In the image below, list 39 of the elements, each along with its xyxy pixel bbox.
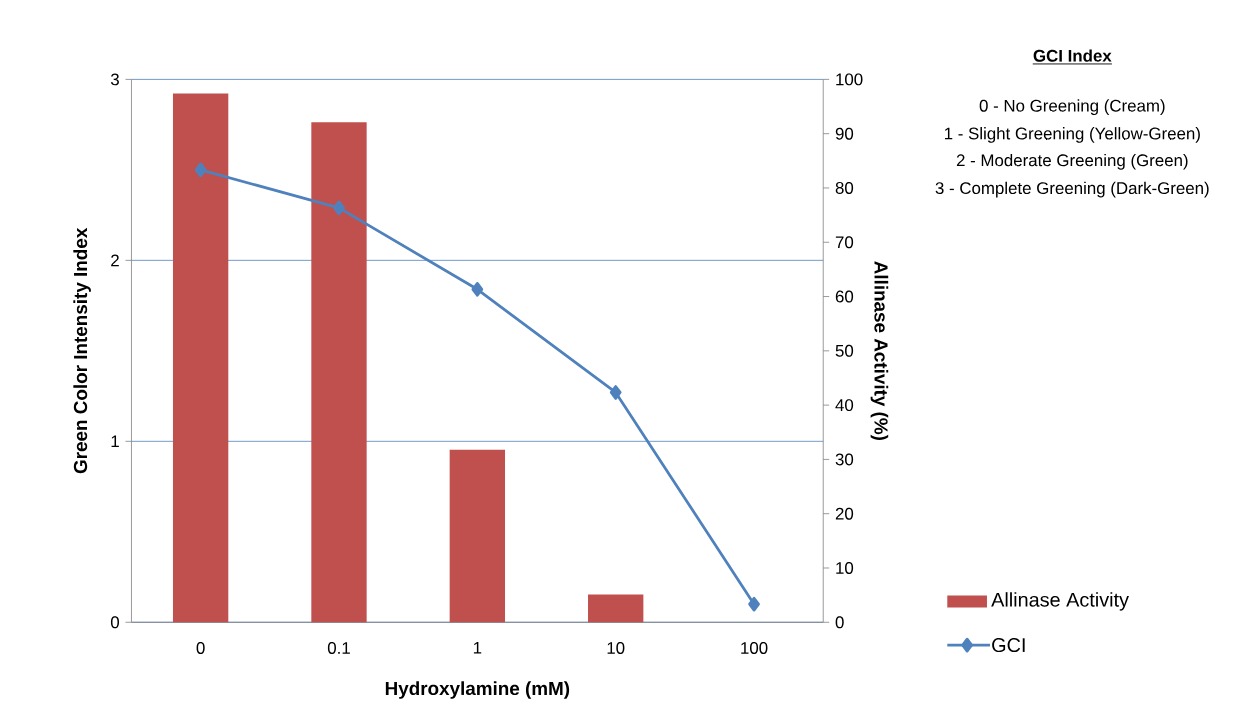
y2-tick-label: 10 bbox=[836, 562, 854, 575]
point bbox=[471, 282, 484, 297]
y2-tick-label: 80 bbox=[835, 182, 854, 195]
y2-tick-label: 40 bbox=[835, 399, 854, 412]
point bbox=[748, 597, 760, 612]
y2-tick-label: 0 bbox=[835, 616, 844, 629]
bar bbox=[172, 93, 229, 623]
y2-tick-label: 30 bbox=[835, 453, 854, 466]
x-tick-label: 0 bbox=[196, 642, 205, 655]
y2-tick-label: 20 bbox=[835, 507, 854, 520]
text: 1 - Slight Greening (Yellow-Green) bbox=[944, 127, 1200, 144]
legend-label: GCI bbox=[992, 638, 1025, 653]
x-tick-label: 100 bbox=[741, 642, 768, 655]
y-tick-label: 1 bbox=[111, 435, 119, 448]
y2-axis-title: Allinase Activity (%) bbox=[870, 261, 889, 441]
point bbox=[194, 162, 207, 178]
y-tick-label: 2 bbox=[111, 254, 119, 267]
text: 2 - Moderate Greening (Green) bbox=[956, 154, 1188, 170]
y2-tick-label: 100 bbox=[836, 73, 863, 86]
point bbox=[333, 200, 345, 216]
text: 3 - Complete Greening (Dark-Green) bbox=[935, 181, 1209, 198]
text: GCI Index bbox=[1033, 49, 1112, 62]
point bbox=[609, 385, 622, 400]
y2-tick-label: 90 bbox=[835, 127, 854, 140]
y-tick-label: 3 bbox=[110, 73, 119, 86]
text: 0 - No Greening (Cream) bbox=[979, 99, 1165, 116]
x-tick-label: 0.1 bbox=[327, 642, 350, 655]
legend-label: Allinase Activity bbox=[991, 592, 1129, 611]
y-axis-title: Green Color Intensity Index bbox=[73, 228, 91, 474]
x-axis-title: Hydroxylamine (mM) bbox=[385, 681, 570, 700]
bar bbox=[449, 449, 506, 623]
y2-tick-label: 70 bbox=[835, 236, 854, 249]
x-tick-label: 1 bbox=[473, 642, 482, 654]
bar bbox=[588, 594, 644, 623]
y-tick-label: 0 bbox=[110, 616, 120, 629]
x-tick-label: 10 bbox=[607, 642, 625, 655]
y2-tick-label: 50 bbox=[835, 345, 854, 357]
bar bbox=[311, 122, 367, 623]
y2-tick-label: 60 bbox=[835, 290, 854, 303]
